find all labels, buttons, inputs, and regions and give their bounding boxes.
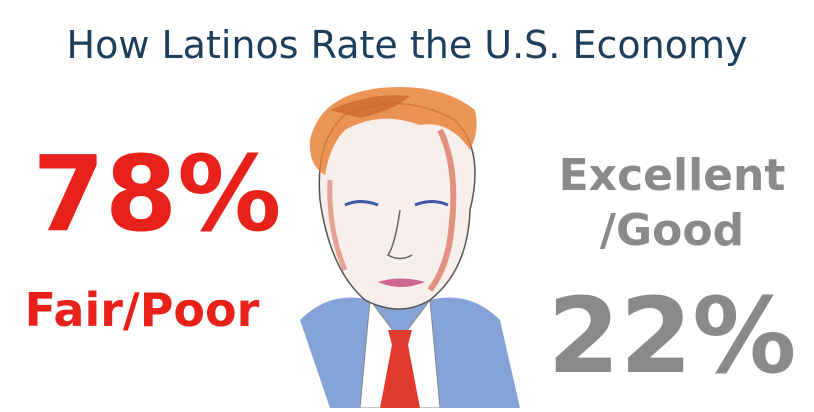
right-label-line: Excellent [559,150,786,201]
right-label-line: /Good [600,205,744,256]
portrait-illustration [300,86,520,409]
left-label: Fair/Poor [25,283,260,337]
right-percent: 22% [548,275,797,397]
left-percent: 78% [33,133,282,255]
title: How Latinos Rate the U.S. Economy [67,23,748,67]
